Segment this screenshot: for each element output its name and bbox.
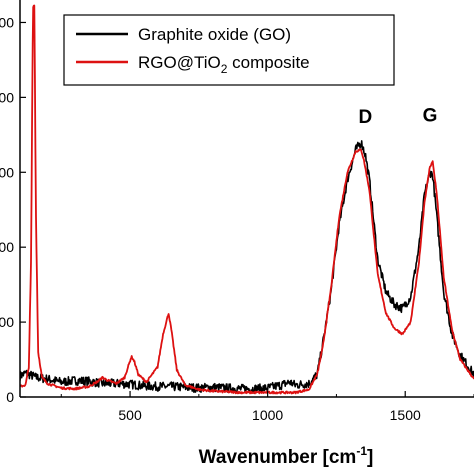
legend-entry-label: Graphite oxide (GO) bbox=[138, 25, 291, 44]
y-tick-label: 00 bbox=[0, 314, 14, 330]
series-layer bbox=[20, 4, 474, 395]
y-tick-label: 00 bbox=[0, 164, 14, 180]
legend-box bbox=[63, 14, 395, 86]
y-tick-label: 00 bbox=[0, 89, 14, 105]
axes-layer bbox=[19, 0, 474, 398]
y-tick-label: 0 bbox=[6, 389, 14, 405]
x-axis-title: Wavenumber [cm-1] bbox=[199, 444, 374, 468]
series-line-go bbox=[20, 140, 474, 395]
legend-entry-label: RGO@TiO2 composite bbox=[138, 53, 310, 76]
legend: Graphite oxide (GO) RGO@TiO2 composite bbox=[63, 14, 395, 86]
series-line-rgo-tio2 bbox=[20, 4, 474, 395]
x-tick-label: 1000 bbox=[252, 407, 283, 423]
x-tick-label: 1500 bbox=[390, 407, 421, 423]
x-axis-title-superscript: -1 bbox=[356, 444, 367, 458]
peak-label-d: D bbox=[358, 107, 372, 128]
x-tick-label: 500 bbox=[118, 407, 142, 423]
peak-label-g: G bbox=[423, 105, 438, 126]
y-tick-label: 00 bbox=[0, 14, 14, 30]
x-axis-title-close: ] bbox=[367, 447, 373, 468]
y-tick-label: 00 bbox=[0, 239, 14, 255]
